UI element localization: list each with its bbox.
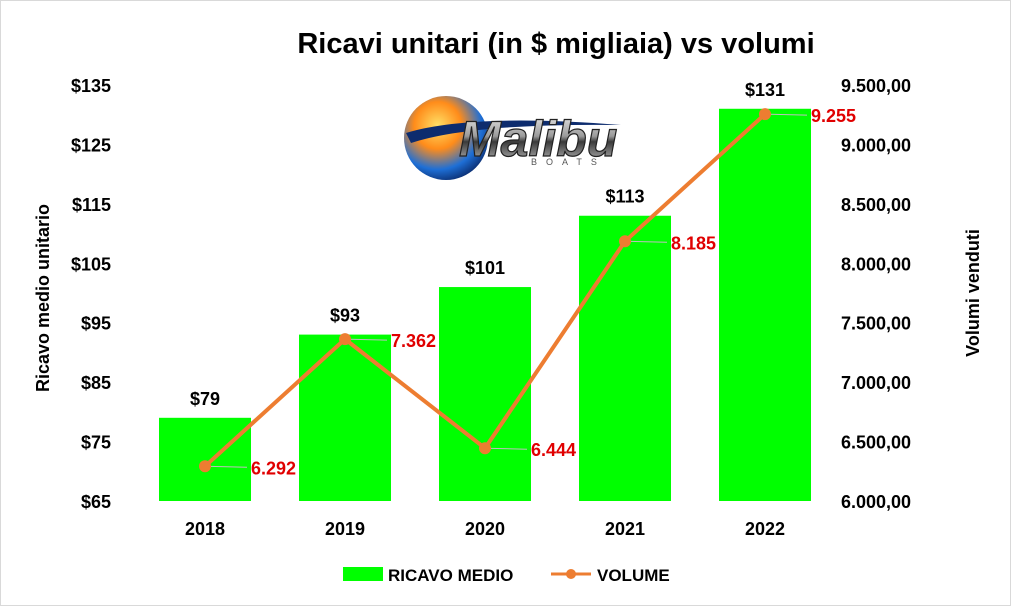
volume-data-label: 6.444 — [531, 440, 576, 460]
category-label: 2022 — [745, 519, 785, 539]
right-tick-label: 8.000,00 — [841, 254, 911, 274]
logo-tagline: BOATS — [531, 157, 606, 167]
right-tick-label: 6.500,00 — [841, 433, 911, 453]
bar-data-label: $101 — [465, 258, 505, 278]
left-tick-label: $125 — [71, 135, 111, 155]
volume-leader-line — [204, 465, 248, 468]
right-tick-label: 9.500,00 — [841, 76, 911, 96]
left-tick-label: $115 — [72, 195, 111, 215]
bar — [299, 334, 391, 501]
left-tick-label: $95 — [81, 314, 111, 334]
right-tick-label: 8.500,00 — [841, 195, 911, 215]
left-tick-label: $65 — [81, 492, 111, 512]
right-tick-label: 9.000,00 — [841, 135, 911, 155]
left-tick-label: $135 — [71, 76, 111, 96]
volume-leader-line — [344, 338, 388, 341]
left-tick-label: $105 — [71, 254, 111, 274]
bar — [159, 417, 251, 501]
logo-swoosh-icon — [406, 120, 621, 143]
legend-swatch-volume-marker — [566, 569, 576, 579]
logo-sun-icon — [404, 96, 488, 180]
bar-data-label: $113 — [605, 187, 644, 207]
right-tick-label: 7.500,00 — [841, 314, 911, 334]
volume-data-label: 7.362 — [391, 331, 436, 351]
volume-data-label: 8.185 — [671, 233, 716, 253]
x-axis-ticks: 2018 2019 2020 2021 2022 — [185, 519, 785, 539]
volume-data-label: 6.292 — [251, 458, 296, 478]
logo-wordmark: Malibu — [459, 111, 617, 167]
volume-point — [619, 235, 631, 248]
bar-data-label: $79 — [190, 389, 220, 409]
right-tick-label: 7.000,00 — [841, 373, 911, 393]
bar-data-label: $93 — [330, 306, 360, 326]
volume-point — [339, 333, 351, 346]
bar — [439, 287, 531, 501]
volume-data-label: 9.255 — [811, 106, 856, 126]
bar-series: $79 $93 $101 $113 $131 — [159, 80, 811, 502]
bar — [719, 108, 811, 502]
bar-data-label: $131 — [745, 80, 785, 100]
bar — [579, 215, 671, 501]
volume-point — [479, 442, 491, 455]
left-tick-label: $75 — [81, 433, 111, 453]
malibu-logo: Malibu BOATS — [404, 96, 621, 180]
category-label: 2020 — [465, 519, 505, 539]
legend-label-volume: VOLUME — [597, 566, 670, 585]
category-label: 2019 — [325, 519, 365, 539]
volume-point — [199, 460, 211, 473]
category-label: 2021 — [605, 519, 645, 539]
volume-point — [759, 108, 771, 121]
right-tick-label: 6.000,00 — [841, 492, 911, 512]
legend-swatch-ricavo-medio — [343, 567, 383, 581]
chart-title: Ricavi unitari (in $ migliaia) vs volumi — [297, 28, 814, 60]
legend: RICAVO MEDIO VOLUME — [343, 566, 670, 585]
volume-leader-line — [624, 240, 668, 243]
left-axis-title: Ricavo medio unitario — [33, 204, 53, 392]
legend-label-ricavo-medio: RICAVO MEDIO — [388, 566, 513, 585]
volume-leader-line — [764, 113, 808, 116]
volume-leader-line — [484, 447, 528, 450]
right-axis-title: Volumi venduti — [963, 229, 983, 357]
left-tick-label: $85 — [81, 373, 111, 393]
line-series: 6.292 7.362 6.444 8.185 9.255 — [199, 106, 856, 478]
right-axis-ticks: 9.500,00 9.000,00 8.500,00 8.000,00 7.500,00… — [841, 76, 911, 512]
category-label: 2018 — [185, 519, 225, 539]
left-axis-ticks: $135 $125 $115 $105 $95 $85 $75 $65 — [71, 76, 111, 512]
